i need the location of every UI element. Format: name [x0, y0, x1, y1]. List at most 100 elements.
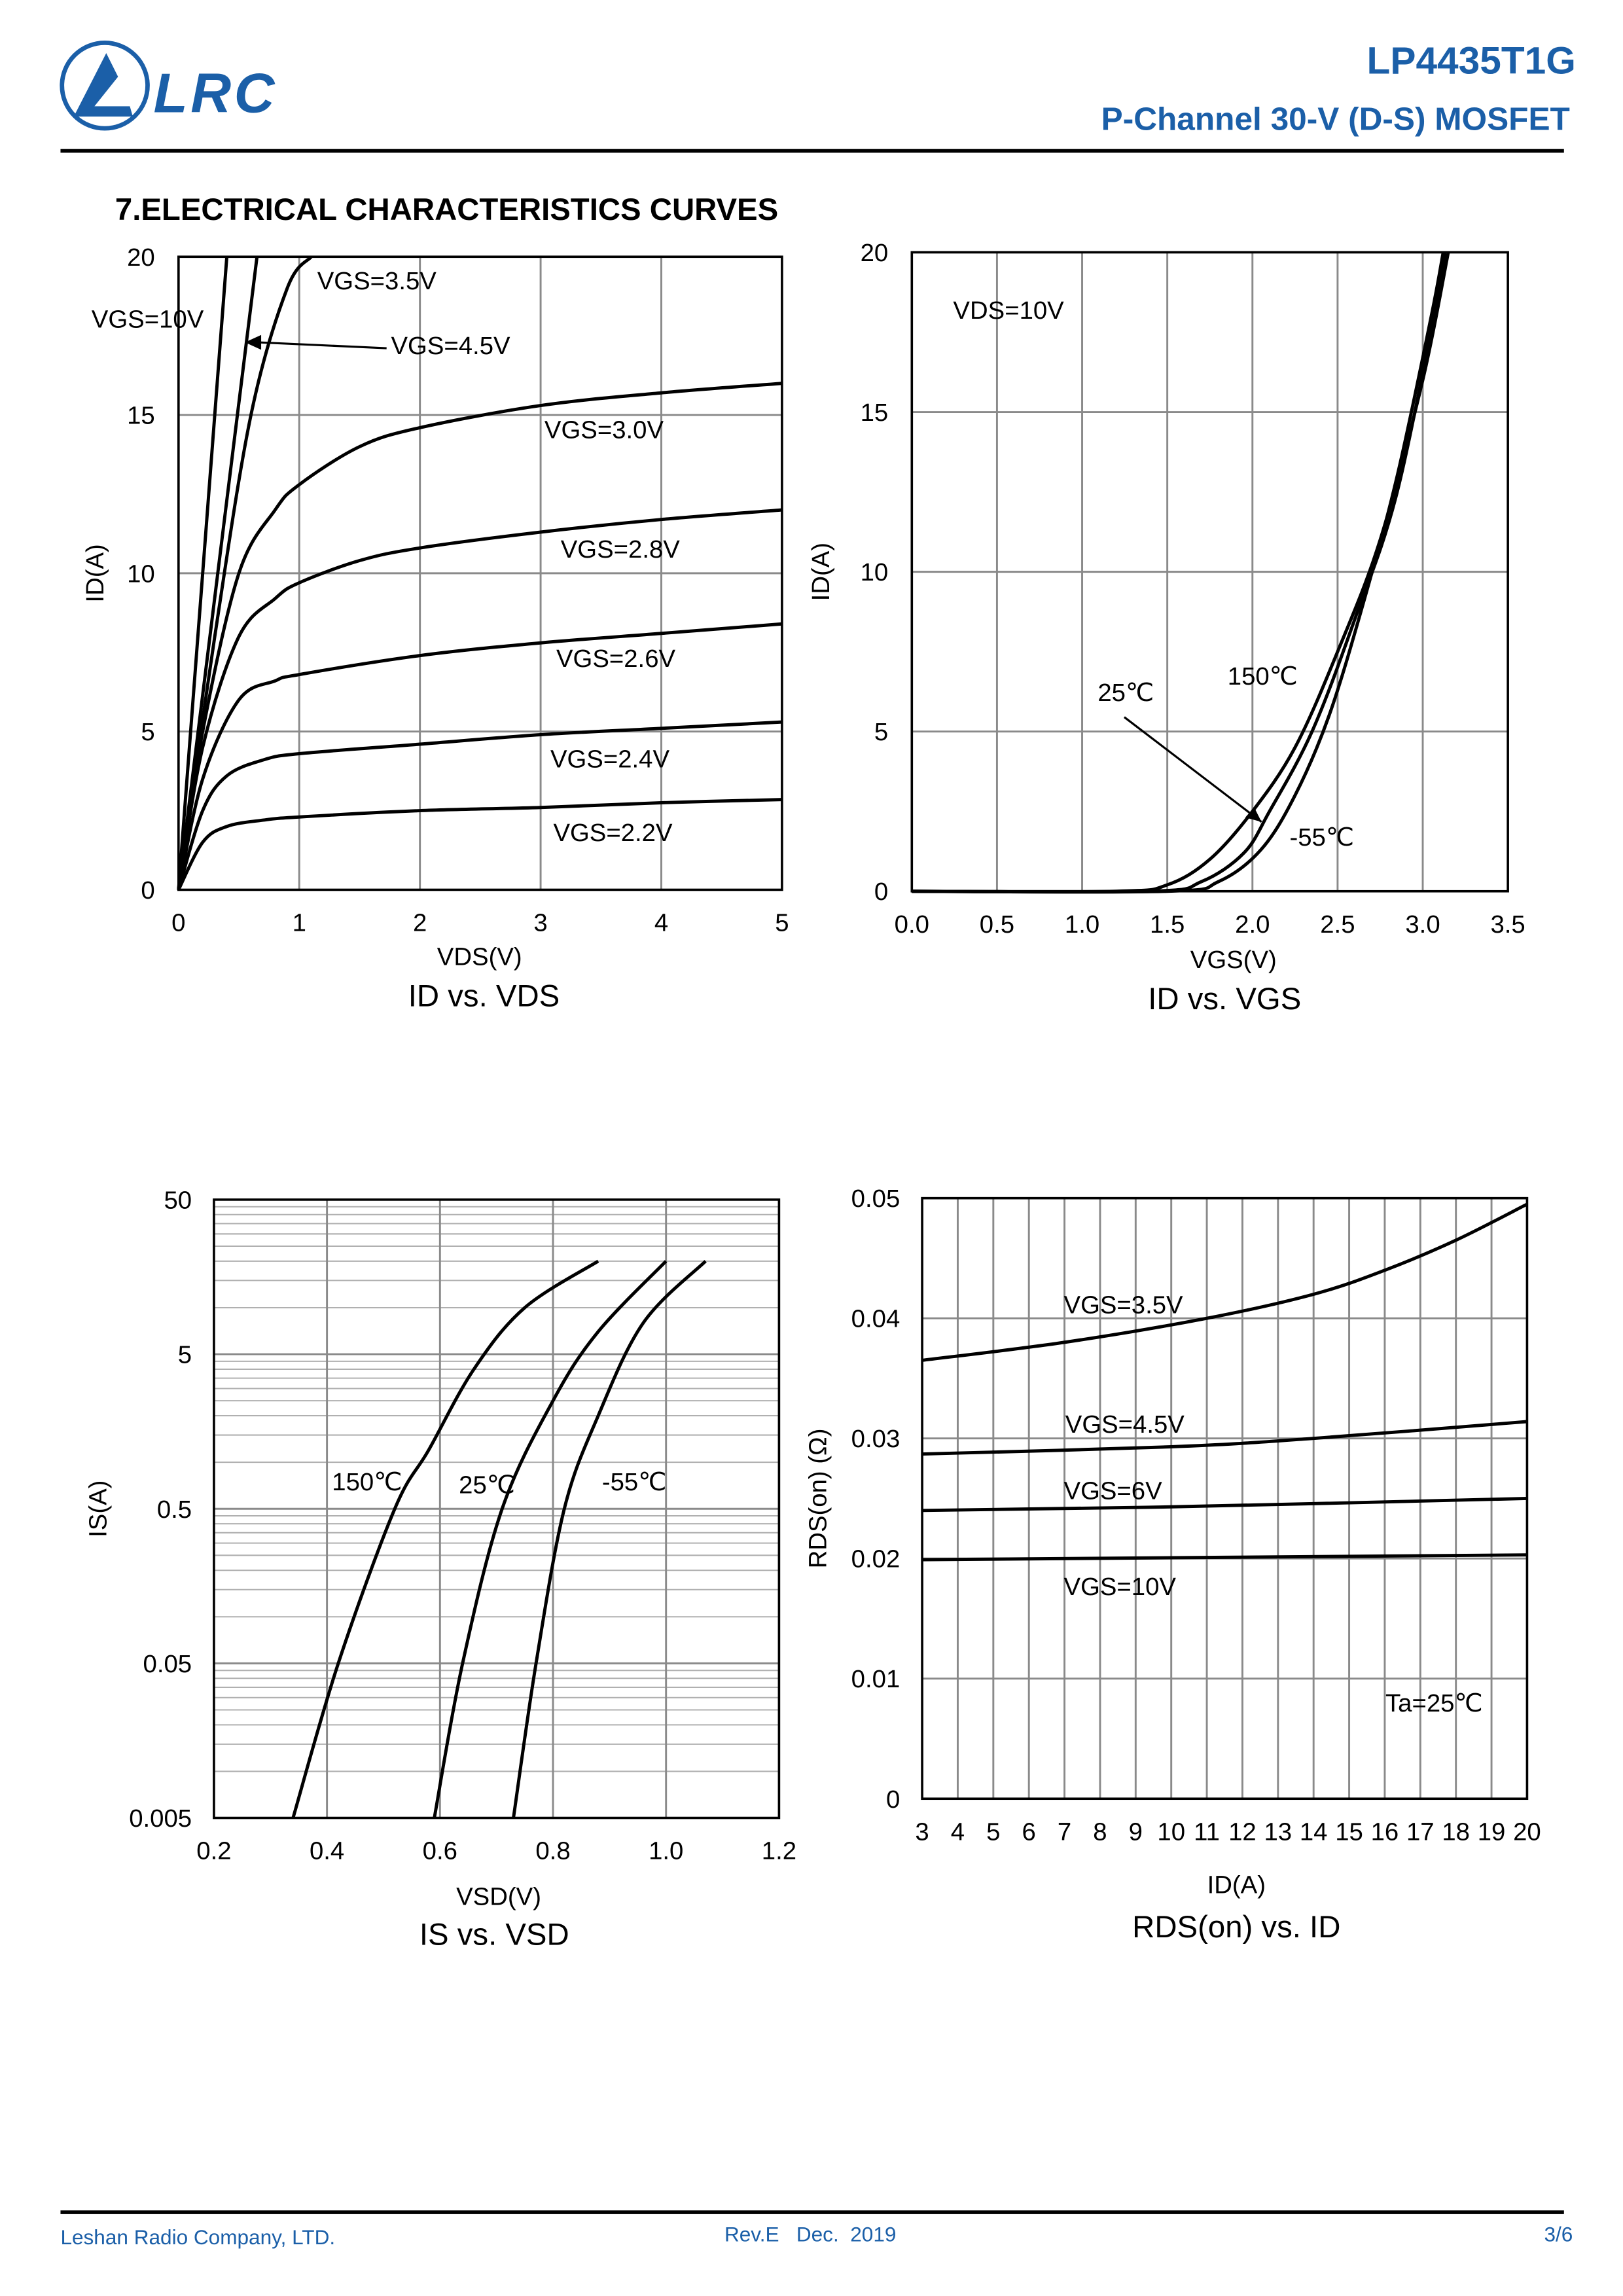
annotation: VDS=10V [953, 296, 1064, 325]
series-label: 150℃ [332, 1468, 402, 1496]
series-label: VGS=10V [1064, 1573, 1177, 1601]
y-tick-label: 0.04 [851, 1305, 901, 1333]
x-tick-label: 1 [293, 909, 306, 937]
series-label: VGS=3.0V [544, 416, 664, 444]
x-axis-label: ID(A) [1207, 1871, 1266, 1899]
plot-frame [921, 1196, 1529, 1801]
y-tick-label: 0 [886, 1785, 900, 1814]
y-tick-label: 0.005 [129, 1804, 192, 1833]
series-label: VGS=4.5V [1065, 1410, 1185, 1439]
series-curve [922, 1420, 1527, 1456]
series-label: 25℃ [1097, 679, 1154, 707]
y-axis-label: ID(A) [807, 543, 835, 601]
series-label: -55℃ [602, 1468, 666, 1496]
series-label: VGS=3.5V [317, 267, 437, 295]
x-tick-label: 6 [1022, 1818, 1036, 1846]
x-tick-label: 0.8 [535, 1837, 570, 1865]
x-tick-label: 2 [413, 909, 427, 937]
x-tick-label: 3 [915, 1818, 929, 1846]
series-label: VGS=6V [1064, 1477, 1163, 1505]
series-curve [177, 382, 783, 890]
series-label: 25℃ [459, 1471, 515, 1499]
x-tick-label: 10 [1157, 1818, 1185, 1846]
part-subtitle: P-Channel 30-V (D-S) MOSFET [1101, 100, 1570, 137]
x-tick-label: 0.6 [423, 1837, 457, 1865]
x-tick-label: 11 [1194, 1818, 1220, 1846]
y-tick-label: 0.01 [851, 1665, 901, 1693]
y-tick-label: 15 [127, 402, 155, 430]
footer-company: Leshan Radio Company, LTD. [60, 2225, 335, 2249]
y-tick-label: 10 [127, 560, 155, 588]
y-tick-label: 5 [141, 718, 154, 746]
chart-title: IS vs. VSD [419, 1917, 569, 1952]
y-tick-label: 20 [861, 239, 889, 267]
x-tick-label: 0.4 [310, 1837, 344, 1865]
chart-title: ID vs. VDS [408, 979, 560, 1014]
series-curve [177, 622, 783, 890]
x-tick-label: 5 [986, 1818, 1000, 1846]
x-tick-label: 0.5 [980, 910, 1014, 939]
y-tick-label: 0 [141, 876, 154, 905]
y-tick-label: 5 [874, 718, 888, 746]
series-label: VGS=2.2V [553, 819, 673, 847]
header-divider [60, 149, 1564, 153]
x-tick-label: 20 [1513, 1818, 1541, 1846]
x-tick-label: 16 [1371, 1818, 1399, 1846]
series-curve [912, 252, 1445, 894]
arrow-head-icon [1245, 807, 1262, 822]
series-curve [177, 508, 783, 890]
y-axis-label: IS(A) [84, 1480, 112, 1537]
series-label: VGS=3.5V [1064, 1291, 1184, 1319]
y-tick-label: 0.02 [851, 1545, 901, 1573]
series-curve [922, 1496, 1527, 1513]
y-tick-label: 50 [164, 1186, 192, 1214]
series-curve [291, 1259, 599, 1819]
x-axis-label: VSD(V) [456, 1883, 541, 1911]
y-tick-label: 0.03 [851, 1425, 901, 1453]
series-curve [922, 1553, 1527, 1562]
x-tick-label: 1.0 [1065, 910, 1099, 939]
series-label: 150℃ [1228, 662, 1298, 691]
y-tick-label: 10 [861, 558, 889, 586]
footer-divider [60, 2210, 1564, 2214]
y-tick-label: 0 [874, 878, 888, 906]
plot-frame [910, 251, 1509, 893]
part-number: LP4435T1G [1367, 40, 1576, 82]
x-tick-label: 12 [1228, 1818, 1257, 1846]
x-axis-label: VGS(V) [1190, 946, 1277, 974]
plot-frame [213, 1198, 781, 1820]
annotation: Ta=25℃ [1385, 1689, 1482, 1717]
x-tick-label: 0.2 [196, 1837, 231, 1865]
logo-text: LRC [153, 62, 277, 124]
chart-title: ID vs. VGS [1148, 982, 1301, 1016]
curves [912, 252, 1450, 894]
x-tick-label: 8 [1093, 1818, 1107, 1846]
chart-1: 0 1 2 3 4 5 0 5 10 15 20 VDS(V) ID(A) ID vs. VDS VGS=1… [81, 243, 789, 1014]
x-tick-label: 15 [1335, 1818, 1363, 1846]
y-tick-label: 15 [861, 399, 889, 427]
curves [177, 255, 783, 891]
series-label: VGS=2.6V [556, 645, 676, 673]
y-axis-label: ID(A) [81, 544, 109, 602]
plot-frame [177, 255, 783, 891]
series-label: VGS=2.8V [561, 535, 681, 564]
series-curve [921, 1202, 1528, 1362]
chart-2: 0.0 0.5 1.0 1.5 2.0 2.5 3.0 3.5 0 5 10 15 20 VGS(V) ID… [807, 239, 1525, 1016]
footer-page: 3/6 [1544, 2223, 1573, 2246]
y-tick-label: 0.05 [143, 1650, 192, 1678]
series-curve [177, 720, 783, 891]
chart-title: RDS(on) vs. ID [1132, 1910, 1340, 1945]
curves [921, 1202, 1528, 1562]
x-tick-label: 3.5 [1490, 910, 1525, 939]
y-tick-label: 20 [127, 243, 155, 272]
y-axis-label: RDS(on) (Ω) [804, 1429, 832, 1569]
x-tick-label: 4 [951, 1818, 965, 1846]
series-curve [177, 257, 229, 890]
lrc-logo: LRC [60, 40, 277, 131]
arrow-line [258, 341, 387, 350]
series-label: VGS=10V [92, 305, 204, 333]
x-tick-label: 13 [1264, 1818, 1293, 1846]
x-tick-label: 4 [654, 909, 668, 937]
footer-revision: Rev.E Dec. 2019 [724, 2223, 896, 2246]
